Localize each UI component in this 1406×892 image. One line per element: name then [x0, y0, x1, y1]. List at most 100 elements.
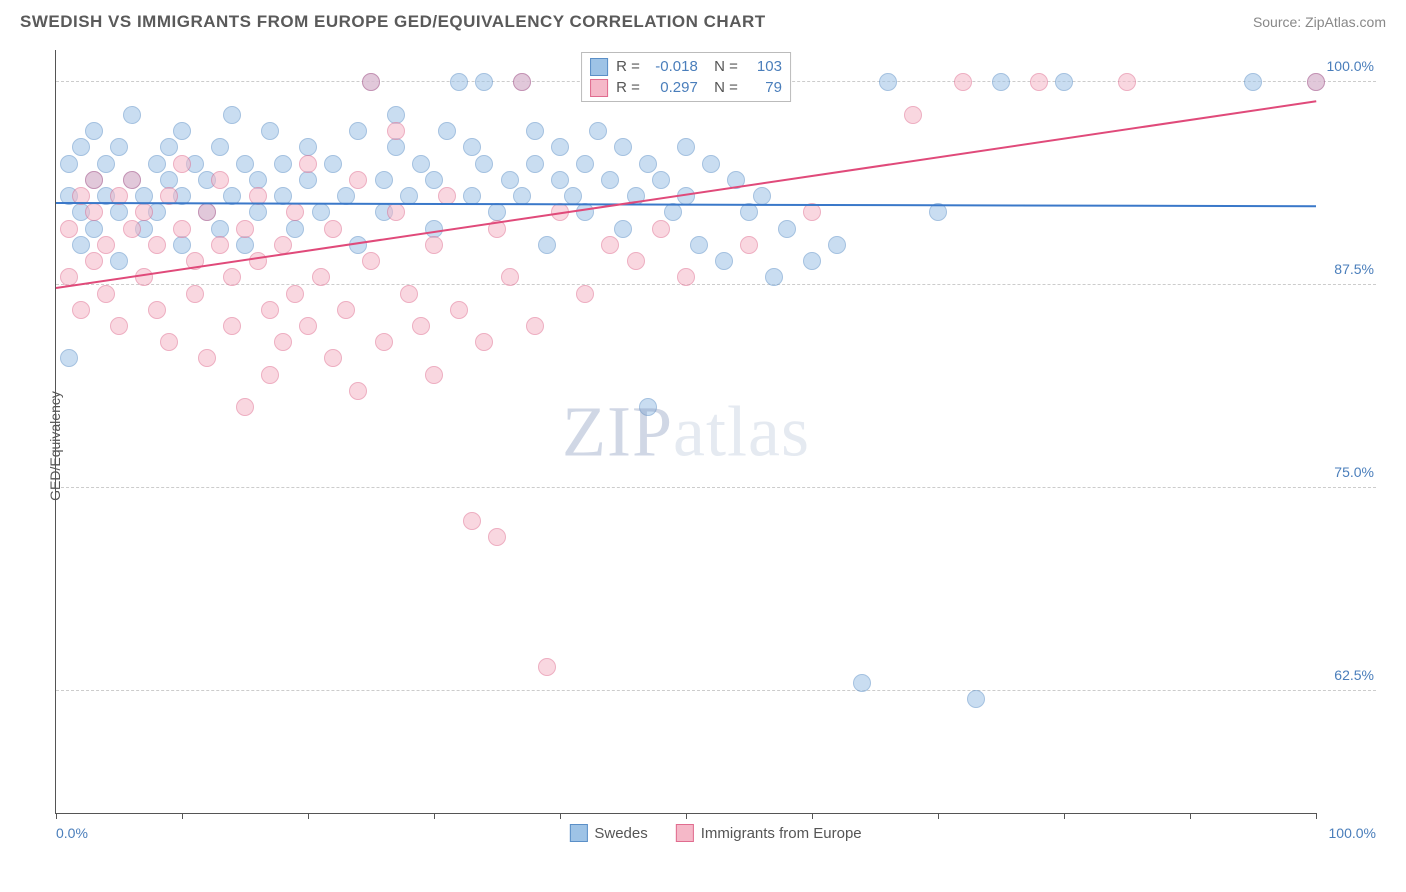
- data-point: [475, 333, 493, 351]
- data-point: [85, 220, 103, 238]
- plot-area: ZIPatlas R =-0.018 N =103R =0.297 N =79 …: [55, 50, 1316, 814]
- grid-line: [56, 284, 1376, 285]
- data-point: [589, 122, 607, 140]
- data-point: [60, 349, 78, 367]
- data-point: [803, 252, 821, 270]
- data-point: [110, 138, 128, 156]
- y-tick-label: 75.0%: [1320, 464, 1374, 480]
- data-point: [551, 171, 569, 189]
- data-point: [387, 138, 405, 156]
- data-point: [236, 398, 254, 416]
- data-point: [148, 301, 166, 319]
- data-point: [211, 138, 229, 156]
- grid-line: [56, 487, 1376, 488]
- data-point: [236, 155, 254, 173]
- data-point: [362, 252, 380, 270]
- data-point: [967, 690, 985, 708]
- x-tick: [182, 813, 183, 819]
- data-point: [740, 236, 758, 254]
- data-point: [349, 171, 367, 189]
- series-legend-item: Swedes: [569, 824, 647, 842]
- data-point: [576, 285, 594, 303]
- data-point: [475, 73, 493, 91]
- chart-title: SWEDISH VS IMMIGRANTS FROM EUROPE GED/EQ…: [20, 12, 766, 32]
- data-point: [715, 252, 733, 270]
- x-tick: [1316, 813, 1317, 819]
- data-point: [324, 155, 342, 173]
- data-point: [160, 138, 178, 156]
- data-point: [72, 301, 90, 319]
- data-point: [513, 73, 531, 91]
- data-point: [614, 138, 632, 156]
- data-point: [97, 285, 115, 303]
- data-point: [828, 236, 846, 254]
- data-point: [652, 220, 670, 238]
- data-point: [299, 317, 317, 335]
- data-point: [223, 317, 241, 335]
- data-point: [576, 203, 594, 221]
- stat-n-label: N =: [706, 77, 738, 98]
- x-axis-label-min: 0.0%: [56, 825, 88, 841]
- data-point: [312, 268, 330, 286]
- y-tick-label: 87.5%: [1320, 261, 1374, 277]
- series-legend: Swedes Immigrants from Europe: [569, 824, 861, 842]
- series-legend-label: Swedes: [594, 825, 647, 842]
- stat-n-value: 103: [746, 56, 782, 77]
- data-point: [652, 171, 670, 189]
- data-point: [85, 171, 103, 189]
- stat-r-label: R =: [616, 56, 640, 77]
- x-tick: [56, 813, 57, 819]
- data-point: [60, 220, 78, 238]
- data-point: [173, 220, 191, 238]
- data-point: [690, 236, 708, 254]
- data-point: [135, 268, 153, 286]
- data-point: [425, 171, 443, 189]
- watermark: ZIPatlas: [562, 390, 810, 473]
- legend-swatch: [676, 824, 694, 842]
- x-tick: [560, 813, 561, 819]
- data-point: [72, 236, 90, 254]
- data-point: [576, 155, 594, 173]
- legend-stats-row: R =-0.018 N =103: [590, 56, 782, 77]
- data-point: [286, 285, 304, 303]
- data-point: [72, 138, 90, 156]
- data-point: [286, 203, 304, 221]
- data-point: [538, 658, 556, 676]
- data-point: [198, 349, 216, 367]
- data-point: [601, 236, 619, 254]
- data-point: [488, 528, 506, 546]
- trend-line: [56, 100, 1316, 289]
- data-point: [400, 285, 418, 303]
- data-point: [526, 122, 544, 140]
- data-point: [992, 73, 1010, 91]
- data-point: [160, 333, 178, 351]
- data-point: [337, 301, 355, 319]
- data-point: [765, 268, 783, 286]
- data-point: [803, 203, 821, 221]
- series-legend-label: Immigrants from Europe: [701, 825, 862, 842]
- data-point: [753, 187, 771, 205]
- stat-r-label: R =: [616, 77, 640, 98]
- data-point: [123, 171, 141, 189]
- legend-stats-row: R =0.297 N =79: [590, 77, 782, 98]
- data-point: [538, 236, 556, 254]
- data-point: [312, 203, 330, 221]
- data-point: [110, 203, 128, 221]
- x-axis-label-max: 100.0%: [1329, 825, 1376, 841]
- data-point: [501, 268, 519, 286]
- data-point: [954, 73, 972, 91]
- data-point: [324, 220, 342, 238]
- data-point: [123, 106, 141, 124]
- data-point: [375, 171, 393, 189]
- legend-swatch: [590, 79, 608, 97]
- stat-n-label: N =: [706, 56, 738, 77]
- data-point: [236, 220, 254, 238]
- data-point: [438, 122, 456, 140]
- data-point: [362, 73, 380, 91]
- data-point: [274, 155, 292, 173]
- chart-area: GED/Equivalency ZIPatlas R =-0.018 N =10…: [55, 50, 1376, 842]
- data-point: [412, 317, 430, 335]
- data-point: [286, 220, 304, 238]
- data-point: [387, 122, 405, 140]
- data-point: [148, 236, 166, 254]
